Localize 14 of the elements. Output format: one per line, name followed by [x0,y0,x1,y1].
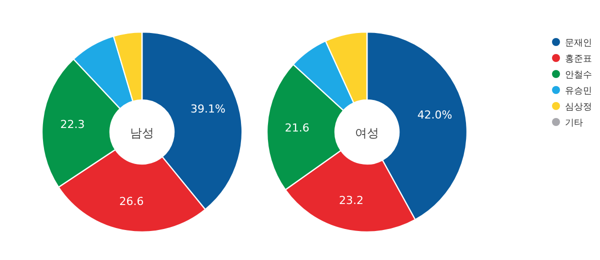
legend-label: 홍준표 [565,54,592,64]
legend-label: 심상정 [565,102,592,112]
legend-label: 기타 [565,118,583,128]
data-label: 42.0% [417,108,452,122]
text: 남성 [130,126,154,140]
data-label: 22.3 [60,118,85,131]
data-label: 21.6 [284,122,310,135]
legend-label: 안철수 [565,70,592,80]
data-label: 23.2 [339,194,364,208]
data-label: 39.1% [190,102,226,116]
legend-label: 문재인 [565,38,592,48]
data-label: 26.6 [119,195,144,208]
text: 여성 [355,126,379,140]
legend-label: 유승민 [565,86,592,96]
